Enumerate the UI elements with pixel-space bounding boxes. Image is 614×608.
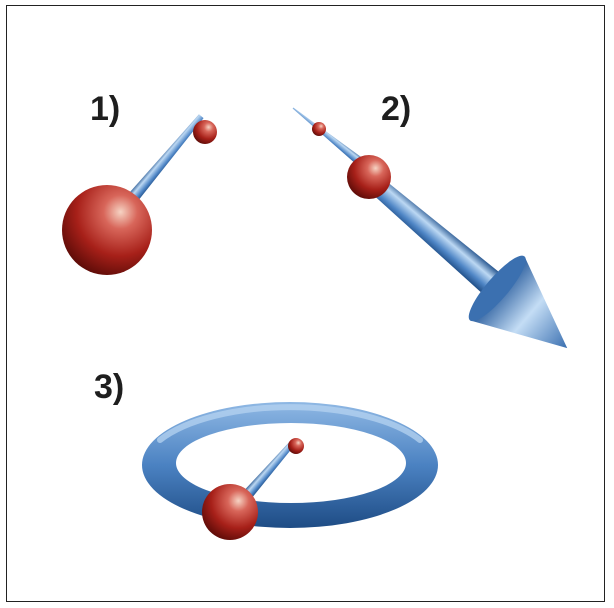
tiny-sphere bbox=[312, 122, 326, 136]
medium-sphere bbox=[347, 155, 391, 199]
small-sphere bbox=[193, 120, 217, 144]
panel-1-dipole bbox=[62, 114, 217, 275]
panel-3-ring-dipole bbox=[142, 402, 438, 540]
panel-label-2: 2) bbox=[381, 90, 411, 128]
panel-label-3: 3) bbox=[94, 368, 124, 406]
ring-large-sphere bbox=[202, 484, 258, 540]
arrow-head bbox=[469, 256, 568, 349]
ring bbox=[142, 402, 438, 528]
arrow-shaft bbox=[362, 171, 511, 303]
large-sphere bbox=[62, 185, 152, 275]
panel-2-dipole-arrow bbox=[292, 107, 568, 349]
arrow-head-base bbox=[468, 255, 526, 322]
panel-label-1: 1) bbox=[90, 90, 120, 128]
ring-small-sphere bbox=[288, 438, 304, 454]
ring-highlight bbox=[157, 404, 423, 443]
